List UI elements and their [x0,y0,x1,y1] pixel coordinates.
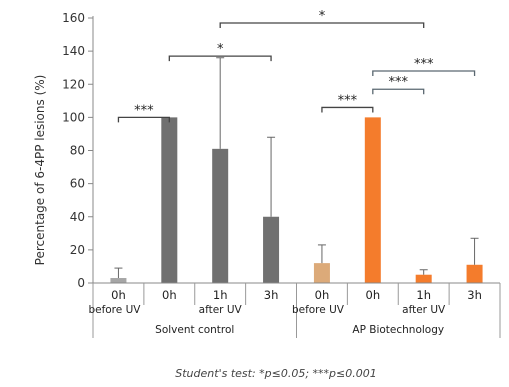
bar [110,278,127,283]
x-category-label: 0h [366,288,381,302]
significance-bracket [219,22,425,28]
significance-label: * [217,42,224,57]
y-tick-label: 100 [62,110,85,124]
significance-label: *** [134,103,154,118]
significance-bracket [168,55,272,62]
footnote: Student's test: *p≤0.05; ***p≤0.001 [175,367,376,380]
y-tick-label: 40 [70,210,85,224]
significance-bracket [321,106,374,113]
y-tick-label: 120 [62,77,85,91]
y-tick-label: 140 [62,44,85,58]
y-tick-label: 0 [77,276,85,290]
x-category-sublabel: after UV [402,304,446,316]
significance-label: * [319,9,326,24]
y-tick-label: 20 [70,243,85,257]
y-tick-label: 80 [70,144,85,158]
bar [313,263,330,283]
y-tick-label: 60 [70,177,85,191]
bar [263,216,280,283]
bar [364,117,381,283]
x-category-label: 3h [264,288,279,302]
y-tick-label: 160 [62,11,85,25]
significance-bracket [372,88,425,95]
group-label: AP Biotechnology [352,324,444,336]
significance-label: *** [389,75,409,90]
bar [466,264,483,283]
x-category-label: 3h [467,288,482,302]
significance-bracket [117,116,170,123]
x-category-sublabel: before UV [88,304,141,316]
group-label: Solvent control [155,324,234,336]
x-category-label: 1h [416,288,431,302]
x-category-label: 0h [111,288,126,302]
x-category-label: 1h [213,288,228,302]
x-category-label: 0h [315,288,330,302]
bar [212,148,229,283]
bar [161,117,178,283]
x-category-sublabel: after UV [199,304,243,316]
x-category-sublabel: before UV [292,304,345,316]
significance-label: *** [338,93,358,108]
x-category-label: 0h [162,288,177,302]
y-axis-label: Percentage of 6-4PP lesions (%) [33,75,47,266]
bar [415,274,432,283]
significance-bracket [372,70,476,76]
significance-label: *** [414,57,434,72]
